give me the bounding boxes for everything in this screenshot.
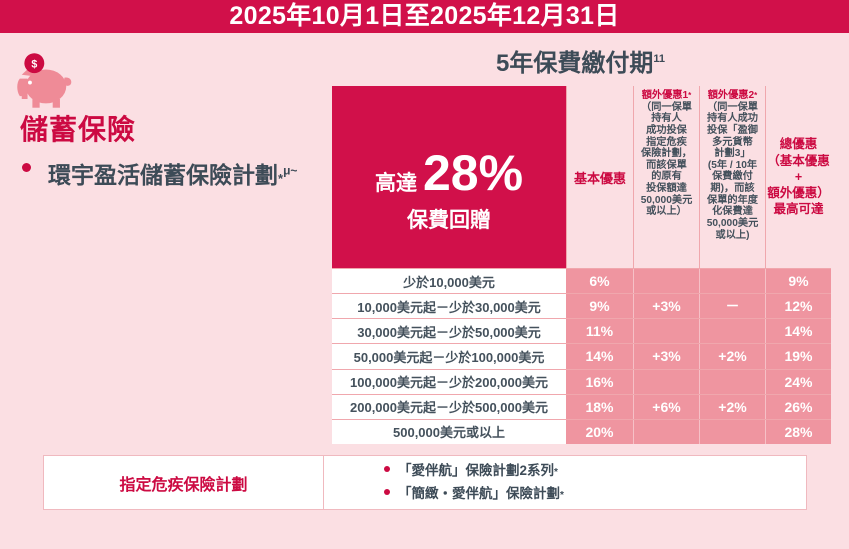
svg-text:$: $ — [31, 59, 37, 71]
